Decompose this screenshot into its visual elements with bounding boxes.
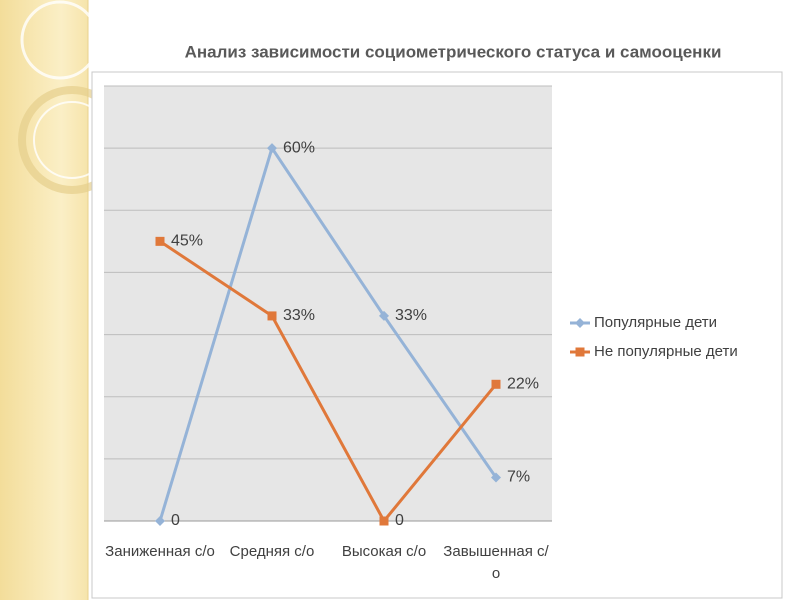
point bbox=[575, 318, 585, 328]
data-label: 0 bbox=[171, 512, 180, 529]
point bbox=[491, 379, 501, 389]
chart-title: Анализ зависимости социометрического ста… bbox=[185, 42, 722, 61]
x-tick-label: Завышенная с/о bbox=[443, 543, 549, 582]
data-label: 33% bbox=[283, 307, 315, 324]
decor-circle bbox=[20, 0, 100, 80]
point bbox=[379, 310, 389, 321]
series-line bbox=[159, 240, 498, 524]
series-line bbox=[158, 144, 498, 522]
data-label: 33% bbox=[395, 307, 427, 324]
data-label: 0 bbox=[395, 512, 404, 529]
x-tick-label: Заниженная с/о bbox=[105, 543, 215, 560]
point bbox=[491, 472, 501, 483]
legend-label: Не популярные дети bbox=[594, 343, 738, 360]
point bbox=[575, 347, 585, 357]
point bbox=[155, 516, 165, 526]
x-tick-label: Высокая с/о bbox=[341, 543, 427, 560]
data-label: 22% bbox=[507, 376, 539, 393]
point bbox=[267, 311, 277, 321]
data-label: 45% bbox=[171, 233, 203, 250]
x-tick-label: Средняя с/о bbox=[229, 543, 315, 560]
legend-label: Популярные дети bbox=[594, 314, 717, 331]
point bbox=[267, 143, 277, 154]
data-label: 7% bbox=[507, 469, 530, 486]
plot-area bbox=[104, 86, 552, 521]
data-label: 60% bbox=[283, 139, 315, 156]
point bbox=[379, 516, 389, 526]
point bbox=[155, 236, 165, 246]
